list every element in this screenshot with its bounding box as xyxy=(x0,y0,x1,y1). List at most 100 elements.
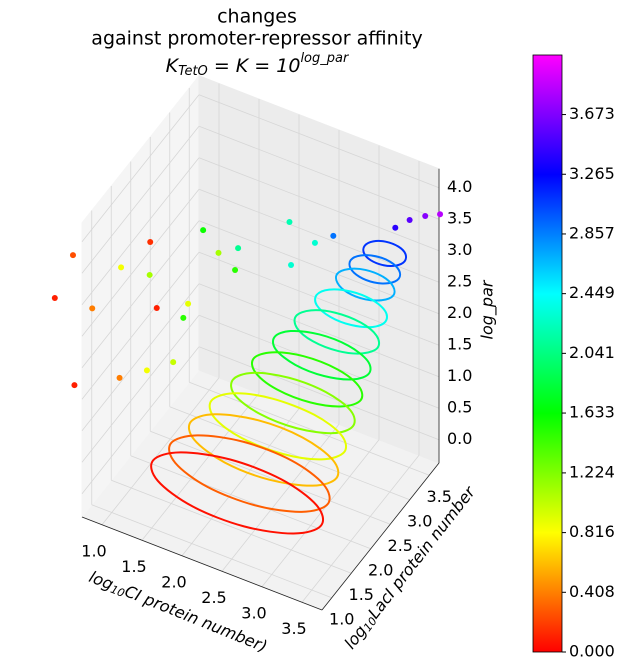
colorbar-tick-label: 0.000 xyxy=(569,642,615,661)
grid-line xyxy=(81,94,200,242)
point xyxy=(311,239,318,246)
title-sup: log_par xyxy=(300,51,350,66)
grid-line xyxy=(81,220,200,368)
z-tick-label: 4.0 xyxy=(447,177,472,196)
grid-line xyxy=(81,283,200,431)
grid-line xyxy=(81,125,200,274)
z-tick-label: 0.5 xyxy=(447,398,472,417)
z-tick-label: 1.5 xyxy=(447,335,472,354)
axis-line xyxy=(321,462,440,611)
colorbar-tick-label: 2.041 xyxy=(569,343,615,362)
limit-cycle xyxy=(150,451,325,535)
title-base: K xyxy=(166,55,180,77)
z-tick-label: 2.5 xyxy=(447,272,472,291)
point xyxy=(147,239,154,246)
label-sub: 10 xyxy=(109,583,127,600)
z-tick-label: 1.0 xyxy=(447,366,472,385)
point xyxy=(89,305,96,312)
point xyxy=(185,300,192,307)
limit-cycle xyxy=(293,309,381,355)
point xyxy=(437,211,444,218)
point xyxy=(170,359,177,366)
title-sub: TetO xyxy=(178,64,208,79)
point xyxy=(116,374,123,381)
point xyxy=(406,217,413,224)
x-tick-label: 2.5 xyxy=(201,588,226,607)
limit-cycle xyxy=(362,239,407,267)
x-tick-label: 3.5 xyxy=(281,619,306,638)
colorbar-tick-label: 1.633 xyxy=(569,403,615,422)
colorbar-tick-label: 3.673 xyxy=(569,104,615,123)
colorbar xyxy=(532,54,563,653)
limit-cycle xyxy=(208,392,348,461)
limit-cycle xyxy=(250,351,364,408)
axis-line xyxy=(81,516,323,611)
point xyxy=(146,271,153,278)
colorbar-tick-label: 1.224 xyxy=(569,462,615,481)
grid-line xyxy=(130,455,371,550)
title-mid: = K = 10 xyxy=(208,55,301,77)
y-tick-label: 3.0 xyxy=(407,511,432,530)
chart-title: against promoter-repressor affinity xyxy=(91,28,422,50)
grid-line xyxy=(111,479,352,574)
grid-line xyxy=(169,406,410,501)
grid-line xyxy=(81,188,200,337)
point xyxy=(118,264,125,271)
z-tick-label: 0.0 xyxy=(447,429,472,448)
limit-cycle xyxy=(348,254,402,285)
grid-line xyxy=(198,188,440,283)
colorbar-tick-label: 3.265 xyxy=(569,164,615,183)
grid-line xyxy=(189,381,430,476)
colorbar-tick-label: 0.408 xyxy=(569,582,615,601)
grid-line xyxy=(150,430,391,525)
z-axis-label: log_par xyxy=(478,279,498,339)
point xyxy=(288,262,295,269)
point xyxy=(392,224,399,231)
grid-line xyxy=(181,408,300,556)
y-tick-label: 3.5 xyxy=(427,487,452,506)
limit-cycle xyxy=(168,434,331,513)
z-tick-label: 3.5 xyxy=(447,209,472,228)
point xyxy=(51,294,58,301)
grid-line xyxy=(81,157,200,305)
y-tick-label: 1.0 xyxy=(329,609,354,628)
point xyxy=(286,218,293,225)
point xyxy=(153,304,160,311)
grid-line xyxy=(141,393,260,541)
grid-line xyxy=(198,157,440,252)
grid-line xyxy=(261,439,380,587)
point xyxy=(200,227,207,234)
chart-title-math: KTetO = K = 10log_par xyxy=(166,51,350,79)
grid-line xyxy=(198,220,440,315)
limit-cycle xyxy=(230,371,356,435)
z-tick-label: 3.0 xyxy=(447,240,472,259)
chart-title: changes xyxy=(217,6,297,28)
grid-line xyxy=(301,455,420,603)
colorbar-tick-label: 2.857 xyxy=(569,223,615,242)
x-tick-label: 3.0 xyxy=(241,603,266,622)
limit-cycle xyxy=(314,288,389,329)
point xyxy=(143,367,150,374)
grid-line xyxy=(198,346,440,441)
limit-cycle xyxy=(187,413,340,487)
point xyxy=(71,382,78,389)
grid-line xyxy=(198,251,440,346)
grid-line xyxy=(101,377,220,525)
point xyxy=(232,267,239,274)
z-tick-label: 2.0 xyxy=(447,303,472,322)
x-tick-label: 1.5 xyxy=(121,557,146,576)
limit-cycle xyxy=(335,267,396,302)
y-tick-label: 2.0 xyxy=(368,560,393,579)
grid-line xyxy=(81,314,200,463)
grid-line xyxy=(198,94,440,189)
point xyxy=(422,213,429,219)
grid-line xyxy=(81,251,200,400)
y-tick-label: 2.5 xyxy=(388,536,413,555)
grid-line xyxy=(91,504,332,599)
grid-line xyxy=(81,346,200,494)
point xyxy=(235,245,242,252)
point xyxy=(180,314,187,321)
point xyxy=(69,252,76,259)
limit-cycle xyxy=(272,329,372,381)
